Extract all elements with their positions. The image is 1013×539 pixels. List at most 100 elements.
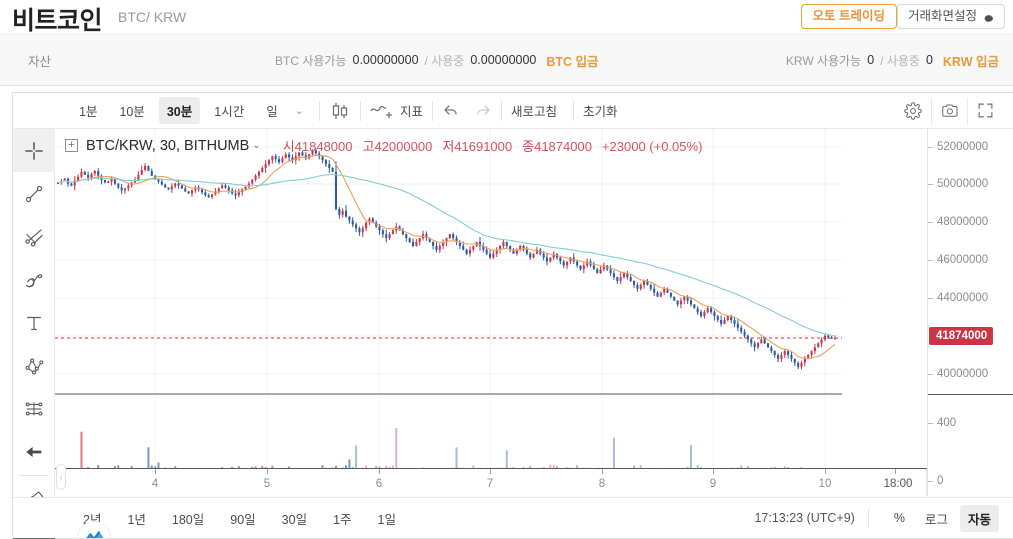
- current-price-label: 41874000: [929, 327, 994, 345]
- btc-in-use-label: / 사용중: [424, 53, 465, 68]
- drawing-tool-rail: [13, 129, 55, 539]
- timeframe-1h[interactable]: 1시간: [214, 105, 245, 119]
- crosshair-tool-icon[interactable]: [13, 129, 55, 172]
- ohlc-high-key: 고: [362, 139, 375, 154]
- snapshot-camera-icon[interactable]: [931, 97, 967, 124]
- pattern-tool-icon[interactable]: [13, 344, 55, 387]
- timeframe-30m[interactable]: 30분: [158, 97, 201, 124]
- brush-tool-icon[interactable]: [13, 258, 55, 301]
- price-tick-50000000: 50000000: [927, 178, 989, 190]
- add-indicator-icon[interactable]: +: [65, 139, 78, 152]
- chart-settings-gear-icon[interactable]: [895, 98, 931, 124]
- asset-bar: 자산 BTC 사용가능 0.00000000 / 사용중 0.00000000 …: [0, 34, 1013, 86]
- ohlc-change-value: +23000 (+0.05%): [601, 139, 703, 154]
- candlestick-type-icon[interactable]: [329, 101, 351, 121]
- btc-available-label: BTC 사용가능: [275, 53, 347, 68]
- toolbar-divider-5: [572, 100, 574, 121]
- time-tick-10: 10: [818, 478, 832, 490]
- time-tick-6: 6: [375, 478, 383, 490]
- pane-divider: [928, 394, 1013, 395]
- screen-setting-button[interactable]: 거래화면설정: [896, 4, 1005, 29]
- price-tick-40000000: 40000000: [927, 368, 989, 380]
- reset-button[interactable]: 초기화: [582, 105, 618, 119]
- rail-divider-1: [18, 475, 49, 476]
- range-1d[interactable]: 1일: [377, 512, 396, 527]
- krw-deposit-link[interactable]: KRW 입금: [942, 54, 999, 69]
- bottom-divider: [867, 509, 869, 527]
- range-1w[interactable]: 1주: [333, 512, 352, 527]
- arrow-tool-icon[interactable]: [13, 430, 55, 473]
- text-tool-icon[interactable]: [13, 301, 55, 344]
- price-tick-48000000: 48000000: [927, 216, 989, 228]
- range-90d[interactable]: 90일: [230, 512, 256, 527]
- krw-available-label: KRW 사용가능: [785, 53, 862, 68]
- time-tick-9: 9: [709, 478, 717, 490]
- screen-setting-label: 거래화면설정: [907, 9, 977, 23]
- ohlc-open-value: 41848000: [294, 139, 353, 154]
- price-tick-44000000: 44000000: [927, 292, 989, 304]
- toolbar-divider: [318, 100, 320, 121]
- btc-in-use-value: 0.00000000: [470, 53, 537, 67]
- forecast-tool-icon[interactable]: [13, 387, 55, 430]
- trend-line-tool-icon[interactable]: [13, 172, 55, 215]
- time-axis-divider: [926, 469, 927, 496]
- btc-balance-group: BTC 사용가능 0.00000000 / 사용중 0.00000000 BTC…: [275, 51, 599, 70]
- time-tick-5: 5: [263, 478, 271, 490]
- percent-scale-button[interactable]: %: [893, 511, 905, 525]
- time-tick-4: 4: [151, 478, 159, 490]
- title-bar: 비트코인 BTC/ KRW 오토 트레이딩 거래화면설정: [0, 0, 1013, 35]
- time-tick-7: 7: [486, 478, 494, 490]
- refresh-button[interactable]: 새로고침: [510, 105, 557, 119]
- krw-balance-group: KRW 사용가능 0 / 사용중 0 KRW 입금: [786, 51, 999, 70]
- toolbar-left-group: 1분 10분 30분 1시간 일 ⌄: [68, 93, 618, 129]
- indicators-icon[interactable]: [370, 102, 394, 120]
- time-axis[interactable]: 4 5 6 7 8 9 10 18:00: [55, 468, 1013, 496]
- log-scale-button[interactable]: 로그: [924, 512, 948, 527]
- price-tick-46000000: 46000000: [927, 254, 989, 266]
- toolbar-divider-2: [359, 100, 361, 121]
- range-1y[interactable]: 1년: [127, 512, 146, 527]
- indicators-label[interactable]: 지표: [399, 105, 423, 119]
- krw-available-value: 0: [867, 53, 875, 67]
- redo-icon[interactable]: [474, 103, 492, 119]
- range-30d[interactable]: 30일: [281, 512, 308, 527]
- toolbar-divider-3: [431, 100, 433, 121]
- auto-scale-button[interactable]: 자동: [959, 504, 999, 532]
- fullscreen-icon[interactable]: [967, 97, 1003, 124]
- range-180d[interactable]: 180일: [171, 512, 205, 527]
- ohlc-low-value: 41691000: [454, 139, 513, 154]
- btc-deposit-link[interactable]: BTC 입금: [546, 54, 599, 69]
- auto-trading-button[interactable]: 오토 트레이딩: [800, 4, 897, 29]
- symbol-chevron-down-icon[interactable]: ⌄: [252, 140, 261, 151]
- ohlc-open-key: 시: [282, 139, 295, 154]
- chevron-down-icon[interactable]: ⌄: [294, 105, 304, 117]
- symbol-label[interactable]: BTC/KRW, 30, BITHUMB: [86, 137, 250, 154]
- krw-in-use-label: / 사용중: [880, 53, 920, 68]
- time-tick-current: 18:00: [883, 478, 913, 490]
- undo-icon[interactable]: [442, 103, 460, 119]
- fib-channel-tool-icon[interactable]: [13, 215, 55, 258]
- time-tick-8: 8: [598, 478, 606, 490]
- toolbar-divider-4: [500, 100, 502, 121]
- ohlc-close-key: 종: [522, 139, 535, 154]
- chart-scroll-handle[interactable]: ‹: [56, 464, 66, 490]
- price-tick-52000000: 52000000: [927, 141, 989, 153]
- timeframe-1m[interactable]: 1분: [79, 105, 98, 119]
- coin-name: 비트코인: [12, 7, 103, 35]
- timeframe-1d[interactable]: 일: [266, 105, 278, 119]
- ohlc-low-key: 저: [442, 139, 455, 154]
- chart-toolbar: 1분 10분 30분 1시간 일 ⌄: [13, 93, 1013, 129]
- btc-available-value: 0.00000000: [352, 53, 419, 67]
- range-selector-group: 2년 1년 180일 90일 30일 1주 1일: [75, 505, 414, 532]
- chart-scale-options: 17:13:23 (UTC+9) % 로그 자동: [754, 504, 999, 532]
- timeframe-10m[interactable]: 10분: [119, 105, 145, 119]
- asset-label: 자산: [28, 54, 52, 69]
- ohlc-values: 시41848000 고42000000 저41691000 종41874000 +230…: [283, 136, 703, 155]
- volume-tick-0: 0: [927, 475, 944, 487]
- price-axis[interactable]: 52000000 50000000 48000000 46000000 4400…: [927, 129, 1013, 496]
- chart-legend: + BTC/KRW, 30, BITHUMB ⌄ 시41848000 고42000…: [65, 136, 702, 155]
- toolbar-right-group: [895, 93, 1003, 129]
- clock-label: 17:13:23 (UTC+9): [754, 511, 855, 525]
- chart-frame: 1분 10분 30분 1시간 일 ⌄: [12, 92, 1013, 539]
